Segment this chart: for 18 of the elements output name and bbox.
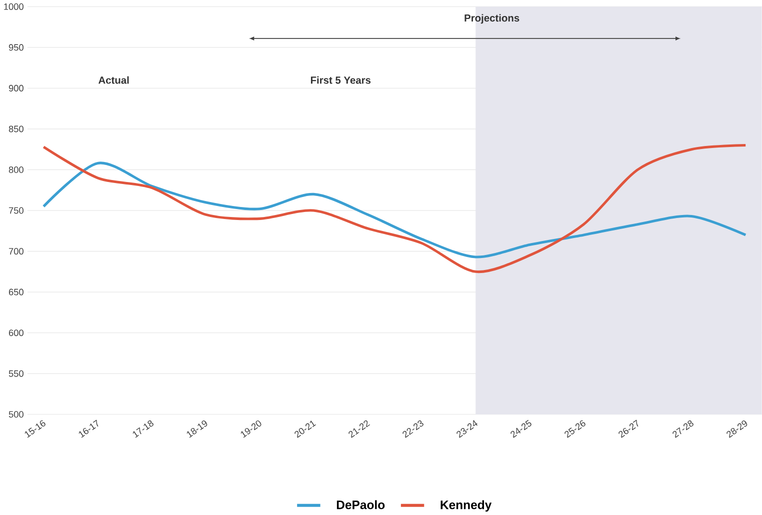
y-tick-label: 800 — [8, 166, 24, 174]
line-series — [42, 144, 747, 274]
y-tick-label: 850 — [8, 126, 24, 132]
legend-label: Kennedy — [440, 500, 492, 512]
y-tick-label: 900 — [8, 85, 24, 92]
annotation: First 5 Years — [310, 76, 371, 84]
y-tick-label: 750 — [8, 207, 24, 214]
y-tick-label: 550 — [8, 370, 24, 378]
y-tick-label: 500 — [8, 411, 24, 418]
line-series — [42, 162, 747, 258]
annotation: Projections — [464, 14, 520, 24]
y-tick-label: 1000 — [4, 4, 24, 10]
y-tick-label: 700 — [8, 248, 24, 255]
legend-label: DePaolo — [336, 500, 385, 510]
y-tick-label: 950 — [8, 44, 24, 51]
y-tick-label: 600 — [8, 330, 24, 336]
y-tick-label: 650 — [8, 288, 24, 296]
annotation: Actual — [98, 76, 129, 84]
